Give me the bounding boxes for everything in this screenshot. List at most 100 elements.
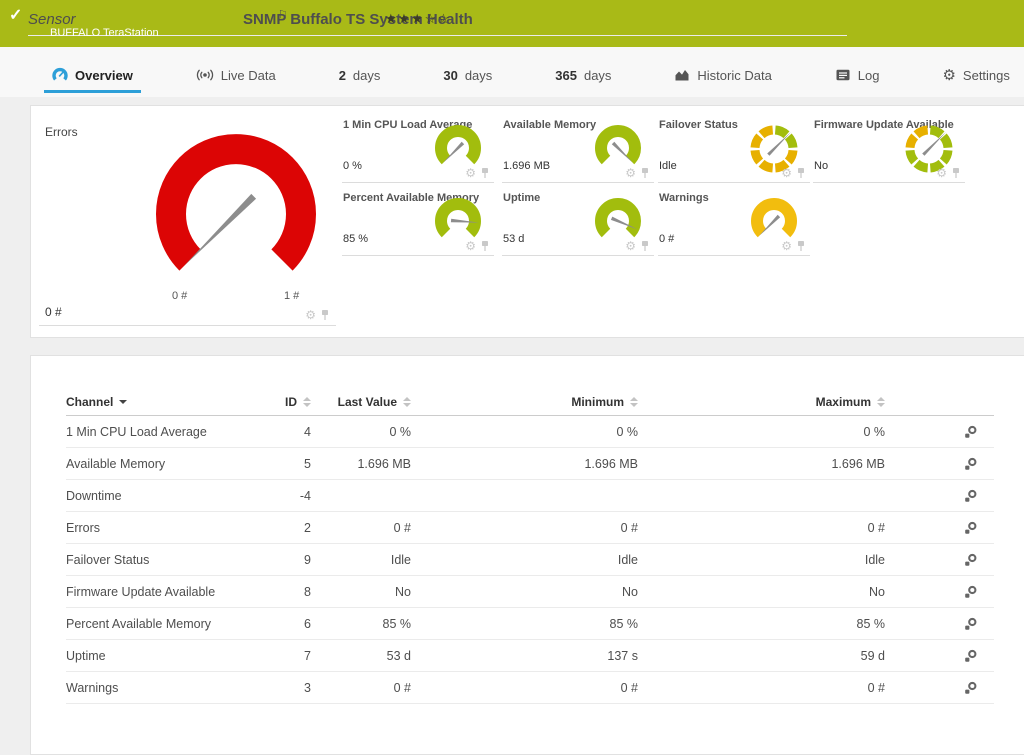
channel-settings-icon[interactable] — [963, 489, 978, 503]
tab-settings[interactable]: ⚙ Settings — [930, 58, 1021, 93]
gauge-segment — [905, 149, 919, 165]
pin-icon[interactable] — [640, 167, 650, 179]
channel-settings-icon[interactable] — [963, 553, 978, 567]
gauge-needle — [183, 193, 257, 267]
cell-channel: Uptime — [66, 648, 106, 663]
channel-settings-icon[interactable] — [963, 521, 978, 535]
cell-max: No — [869, 584, 885, 599]
channel-row[interactable]: Available Memory 5 1.696 MB 1.696 MB 1.696 M… — [66, 448, 994, 480]
tab-number: 365 — [555, 67, 577, 83]
gauge-title: Failover Status — [659, 119, 738, 131]
column-header-last[interactable]: Last Value — [311, 395, 411, 409]
tab-historic-data[interactable]: Historic Data — [662, 57, 783, 93]
sort-up-icon — [403, 397, 411, 401]
sort-down-icon — [630, 403, 638, 407]
cell-last: 0 # — [393, 520, 411, 535]
gauge-tile-warnings[interactable]: Warnings 0 # ⚙ — [658, 186, 810, 256]
gauge — [751, 197, 797, 238]
tile-icons: ⚙ — [465, 240, 490, 252]
column-header-id[interactable]: ID — [281, 395, 311, 409]
channel-row[interactable]: Failover Status 9 Idle Idle Idle — [66, 544, 994, 576]
column-label: Last Value — [337, 395, 397, 409]
channel-settings-icon[interactable] — [963, 585, 978, 599]
gauge-tile-1-min-cpu-load-average[interactable]: 1 Min CPU Load Average 0 % ⚙ — [342, 113, 494, 183]
pin-icon[interactable] — [951, 167, 961, 179]
column-header-min[interactable]: Minimum — [411, 395, 638, 409]
gauge-tile-uptime[interactable]: Uptime 53 d ⚙ — [502, 186, 654, 256]
channel-row[interactable]: Warnings 3 0 # 0 # 0 # — [66, 672, 994, 704]
star-filled-icon[interactable]: ★ — [411, 10, 425, 26]
cell-max: 0 % — [863, 424, 885, 439]
star-filled-icon[interactable]: ★ — [398, 10, 412, 26]
sort-up-icon — [303, 397, 311, 401]
gauge-tile-failover-status[interactable]: Failover Status Idle ⚙ — [658, 113, 810, 183]
gauge-tile-available-memory[interactable]: Available Memory 1.696 MB ⚙ — [502, 113, 654, 183]
sort-up-icon — [630, 397, 638, 401]
tab-days[interactable]: 365 days — [543, 58, 623, 93]
cell-min: Idle — [617, 552, 638, 567]
gauge-needle — [767, 132, 791, 156]
channel-row[interactable]: Firmware Update Available 8 No No No — [66, 576, 994, 608]
star-empty-icon[interactable]: ☆ — [424, 10, 438, 26]
gauge-arc — [156, 134, 316, 271]
cell-last: Idle — [390, 552, 411, 567]
gauge-settings-icon[interactable]: ⚙ — [625, 166, 636, 180]
pin-icon[interactable] — [796, 167, 806, 179]
tile-icons: ⚙ — [625, 240, 650, 252]
pin-icon[interactable] — [480, 167, 490, 179]
pin-icon[interactable] — [480, 240, 490, 252]
tab-number: 30 — [443, 67, 458, 83]
sort-icons — [877, 397, 885, 407]
errors-gauge-tile[interactable]: Errors 0 # 1 # 0 # ⚙ — [39, 113, 336, 326]
gauge-segment — [784, 133, 798, 149]
gauge-settings-icon[interactable]: ⚙ — [465, 239, 476, 253]
gauge — [595, 124, 641, 165]
channel-row[interactable]: 1 Min CPU Load Average 4 0 % 0 % 0 % — [66, 416, 994, 448]
gauge-settings-icon[interactable]: ⚙ — [465, 166, 476, 180]
column-header-max[interactable]: Maximum — [638, 395, 885, 409]
tab-days[interactable]: 30 days — [431, 58, 504, 93]
gauge-tile-percent-available-memory[interactable]: Percent Available Memory 85 % ⚙ — [342, 186, 494, 256]
gauge-segment — [774, 159, 790, 173]
channel-settings-icon[interactable] — [963, 681, 978, 695]
sort-icons — [630, 397, 638, 407]
gauge-settings-icon[interactable]: ⚙ — [781, 239, 792, 253]
channel-row[interactable]: Downtime -4 — [66, 480, 994, 512]
pin-icon[interactable] — [320, 309, 330, 321]
channel-settings-icon[interactable] — [963, 617, 978, 631]
tab-log[interactable]: Log — [823, 57, 892, 93]
cell-last: 0 # — [393, 680, 411, 695]
gauge-settings-icon[interactable]: ⚙ — [781, 166, 792, 180]
cell-actions — [885, 457, 994, 471]
cell-last: 1.696 MB — [357, 456, 411, 471]
priority-stars[interactable]: ★★★☆☆ — [385, 11, 600, 27]
flag-icon[interactable]: ⚐ — [278, 9, 288, 21]
channel-settings-icon[interactable] — [963, 425, 978, 439]
gauge-settings-icon[interactable]: ⚙ — [936, 166, 947, 180]
channel-settings-icon[interactable] — [963, 649, 978, 663]
cell-id: 8 — [304, 584, 311, 599]
gauge-tile-firmware-update-available[interactable]: Firmware Update Available No ⚙ — [813, 113, 965, 183]
star-empty-icon[interactable]: ☆ — [437, 10, 451, 26]
channel-settings-icon[interactable] — [963, 457, 978, 471]
tab-label: days — [464, 67, 493, 83]
gauge-settings-icon[interactable]: ⚙ — [305, 308, 316, 322]
sort-descending-icon — [119, 400, 128, 404]
channel-row[interactable]: Errors 2 0 # 0 # 0 # — [66, 512, 994, 544]
tab-overview[interactable]: Overview — [40, 57, 145, 93]
cell-max: 0 # — [867, 520, 885, 535]
pin-icon[interactable] — [640, 240, 650, 252]
star-filled-icon[interactable]: ★ — [385, 10, 399, 26]
tab-live-data[interactable]: Live Data — [184, 57, 288, 93]
gauge-segment — [750, 133, 764, 149]
gauge-segment — [905, 133, 919, 149]
device-name[interactable]: BUFFALO TeraStation — [50, 27, 159, 39]
cell-min: 0 # — [620, 680, 638, 695]
pin-icon[interactable] — [796, 240, 806, 252]
channel-row[interactable]: Percent Available Memory 6 85 % 85 % 85 % — [66, 608, 994, 640]
channel-row[interactable]: Uptime 7 53 d 137 s 59 d — [66, 640, 994, 672]
live-data-icon — [196, 69, 213, 81]
column-header-channel[interactable]: Channel — [66, 395, 281, 409]
tab-days[interactable]: 2 days — [327, 58, 393, 93]
gauge-settings-icon[interactable]: ⚙ — [625, 239, 636, 253]
